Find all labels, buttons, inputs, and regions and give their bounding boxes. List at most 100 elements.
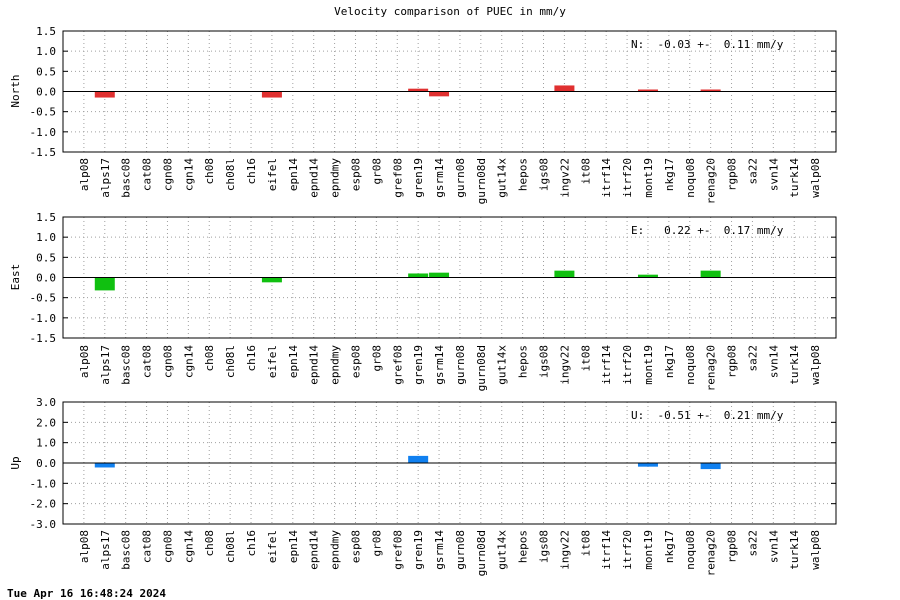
x-tick-label: cgn08 (161, 530, 174, 563)
x-tick-label: epnd14 (308, 530, 321, 570)
x-tick-label: noqu08 (684, 158, 697, 198)
bar (408, 455, 429, 463)
x-tick-label: rgp08 (726, 158, 739, 191)
bar (554, 85, 575, 92)
x-tick-label: epnd14 (308, 345, 321, 385)
x-tick-label: it08 (579, 158, 592, 185)
x-tick-label: nkg17 (663, 530, 676, 563)
x-tick-label: gren19 (412, 345, 425, 385)
x-tick-label: svn14 (767, 158, 780, 191)
x-tick-label: gsrm14 (433, 345, 446, 385)
bar (261, 91, 282, 98)
bar (94, 91, 115, 98)
x-tick-label: svn14 (767, 530, 780, 563)
bar (637, 89, 658, 92)
x-tick-label: alp08 (78, 158, 91, 191)
x-tick-label: igs08 (538, 158, 551, 191)
y-tick-label: 2.0 (36, 416, 56, 429)
x-tick-label: noqu08 (684, 345, 697, 385)
timestamp: Tue Apr 16 16:48:24 2024 (7, 587, 166, 600)
x-tick-label: cgn08 (161, 158, 174, 191)
x-tick-label: renag20 (705, 158, 718, 204)
y-tick-label: 3.0 (36, 396, 56, 409)
chart-title: Velocity comparison of PUEC in mm/y (334, 5, 566, 18)
x-tick-label: basc08 (120, 345, 133, 385)
x-tick-label: itrf20 (621, 530, 634, 570)
x-tick-label: walp08 (809, 158, 822, 198)
x-tick-label: mont19 (642, 345, 655, 385)
x-tick-label: gut14x (496, 345, 509, 385)
x-tick-label: cat08 (141, 345, 154, 378)
bar (637, 463, 658, 467)
y-tick-label: 0.0 (36, 86, 56, 99)
x-tick-label: mont19 (642, 158, 655, 198)
x-tick-label: esp08 (349, 345, 362, 378)
x-tick-label: gurn08 (454, 158, 467, 198)
x-tick-label: epn14 (287, 158, 300, 191)
x-tick-label: alp08 (78, 345, 91, 378)
x-tick-label: hepos (517, 530, 530, 563)
x-tick-label: eifel (266, 530, 279, 563)
y-tick-label: 0.5 (36, 65, 56, 78)
x-tick-label: epn14 (287, 530, 300, 563)
x-tick-label: ch08l (224, 345, 237, 378)
bar (700, 89, 721, 92)
y-axis-label: Up (9, 456, 22, 469)
y-tick-label: -0.5 (30, 292, 57, 305)
x-tick-label: gref08 (391, 158, 404, 198)
x-tick-label: alps17 (99, 158, 112, 198)
bar (700, 463, 721, 470)
x-tick-label: alps17 (99, 530, 112, 570)
y-tick-label: -1.5 (30, 332, 57, 345)
x-tick-label: gurn08d (475, 158, 488, 204)
y-tick-label: 1.5 (36, 25, 56, 38)
x-tick-label: it08 (579, 345, 592, 372)
x-tick-label: gr08 (370, 530, 383, 557)
bar (408, 273, 429, 278)
x-tick-label: itrf14 (600, 345, 613, 385)
x-tick-label: ch16 (245, 530, 258, 557)
x-tick-label: basc08 (120, 530, 133, 570)
x-tick-label: ingv22 (558, 530, 571, 570)
x-tick-label: hepos (517, 345, 530, 378)
x-tick-label: cat08 (141, 530, 154, 563)
x-tick-label: turk14 (788, 345, 801, 385)
x-tick-label: gref08 (391, 530, 404, 570)
bar (700, 270, 721, 278)
x-tick-label: sa22 (746, 530, 759, 557)
x-tick-label: gref08 (391, 345, 404, 385)
bar (429, 272, 450, 278)
y-tick-label: 1.5 (36, 211, 56, 224)
y-axis-label: East (9, 264, 22, 291)
x-tick-label: ch08l (224, 158, 237, 191)
bar (408, 88, 429, 92)
x-tick-label: svn14 (767, 345, 780, 378)
plot-frame (62, 401, 837, 525)
x-tick-label: gurn08 (454, 345, 467, 385)
x-tick-label: gsrm14 (433, 530, 446, 570)
y-tick-label: 1.0 (36, 437, 56, 450)
x-tick-label: eifel (266, 345, 279, 378)
stats-annotation: N: -0.03 +- 0.11 mm/y (631, 38, 784, 51)
x-tick-label: ch08 (203, 345, 216, 372)
x-tick-label: basc08 (120, 158, 133, 198)
y-axis-label: North (9, 74, 22, 107)
x-tick-label: noqu08 (684, 530, 697, 570)
x-tick-label: cgn14 (182, 158, 195, 191)
y-tick-label: 0.0 (36, 272, 56, 285)
plot-frame (62, 30, 837, 153)
x-tick-label: turk14 (788, 158, 801, 198)
x-tick-label: ingv22 (558, 345, 571, 385)
x-tick-label: ch08l (224, 530, 237, 563)
x-tick-label: alps17 (99, 345, 112, 385)
y-tick-label: -1.0 (30, 477, 57, 490)
x-tick-label: rgp08 (726, 530, 739, 563)
x-tick-label: gren19 (412, 530, 425, 570)
x-tick-label: alp08 (78, 530, 91, 563)
x-tick-label: itrf20 (621, 345, 634, 385)
bar (94, 277, 115, 291)
x-tick-label: sa22 (746, 158, 759, 185)
y-tick-label: 0.0 (36, 457, 56, 470)
y-tick-label: -3.0 (30, 518, 57, 531)
